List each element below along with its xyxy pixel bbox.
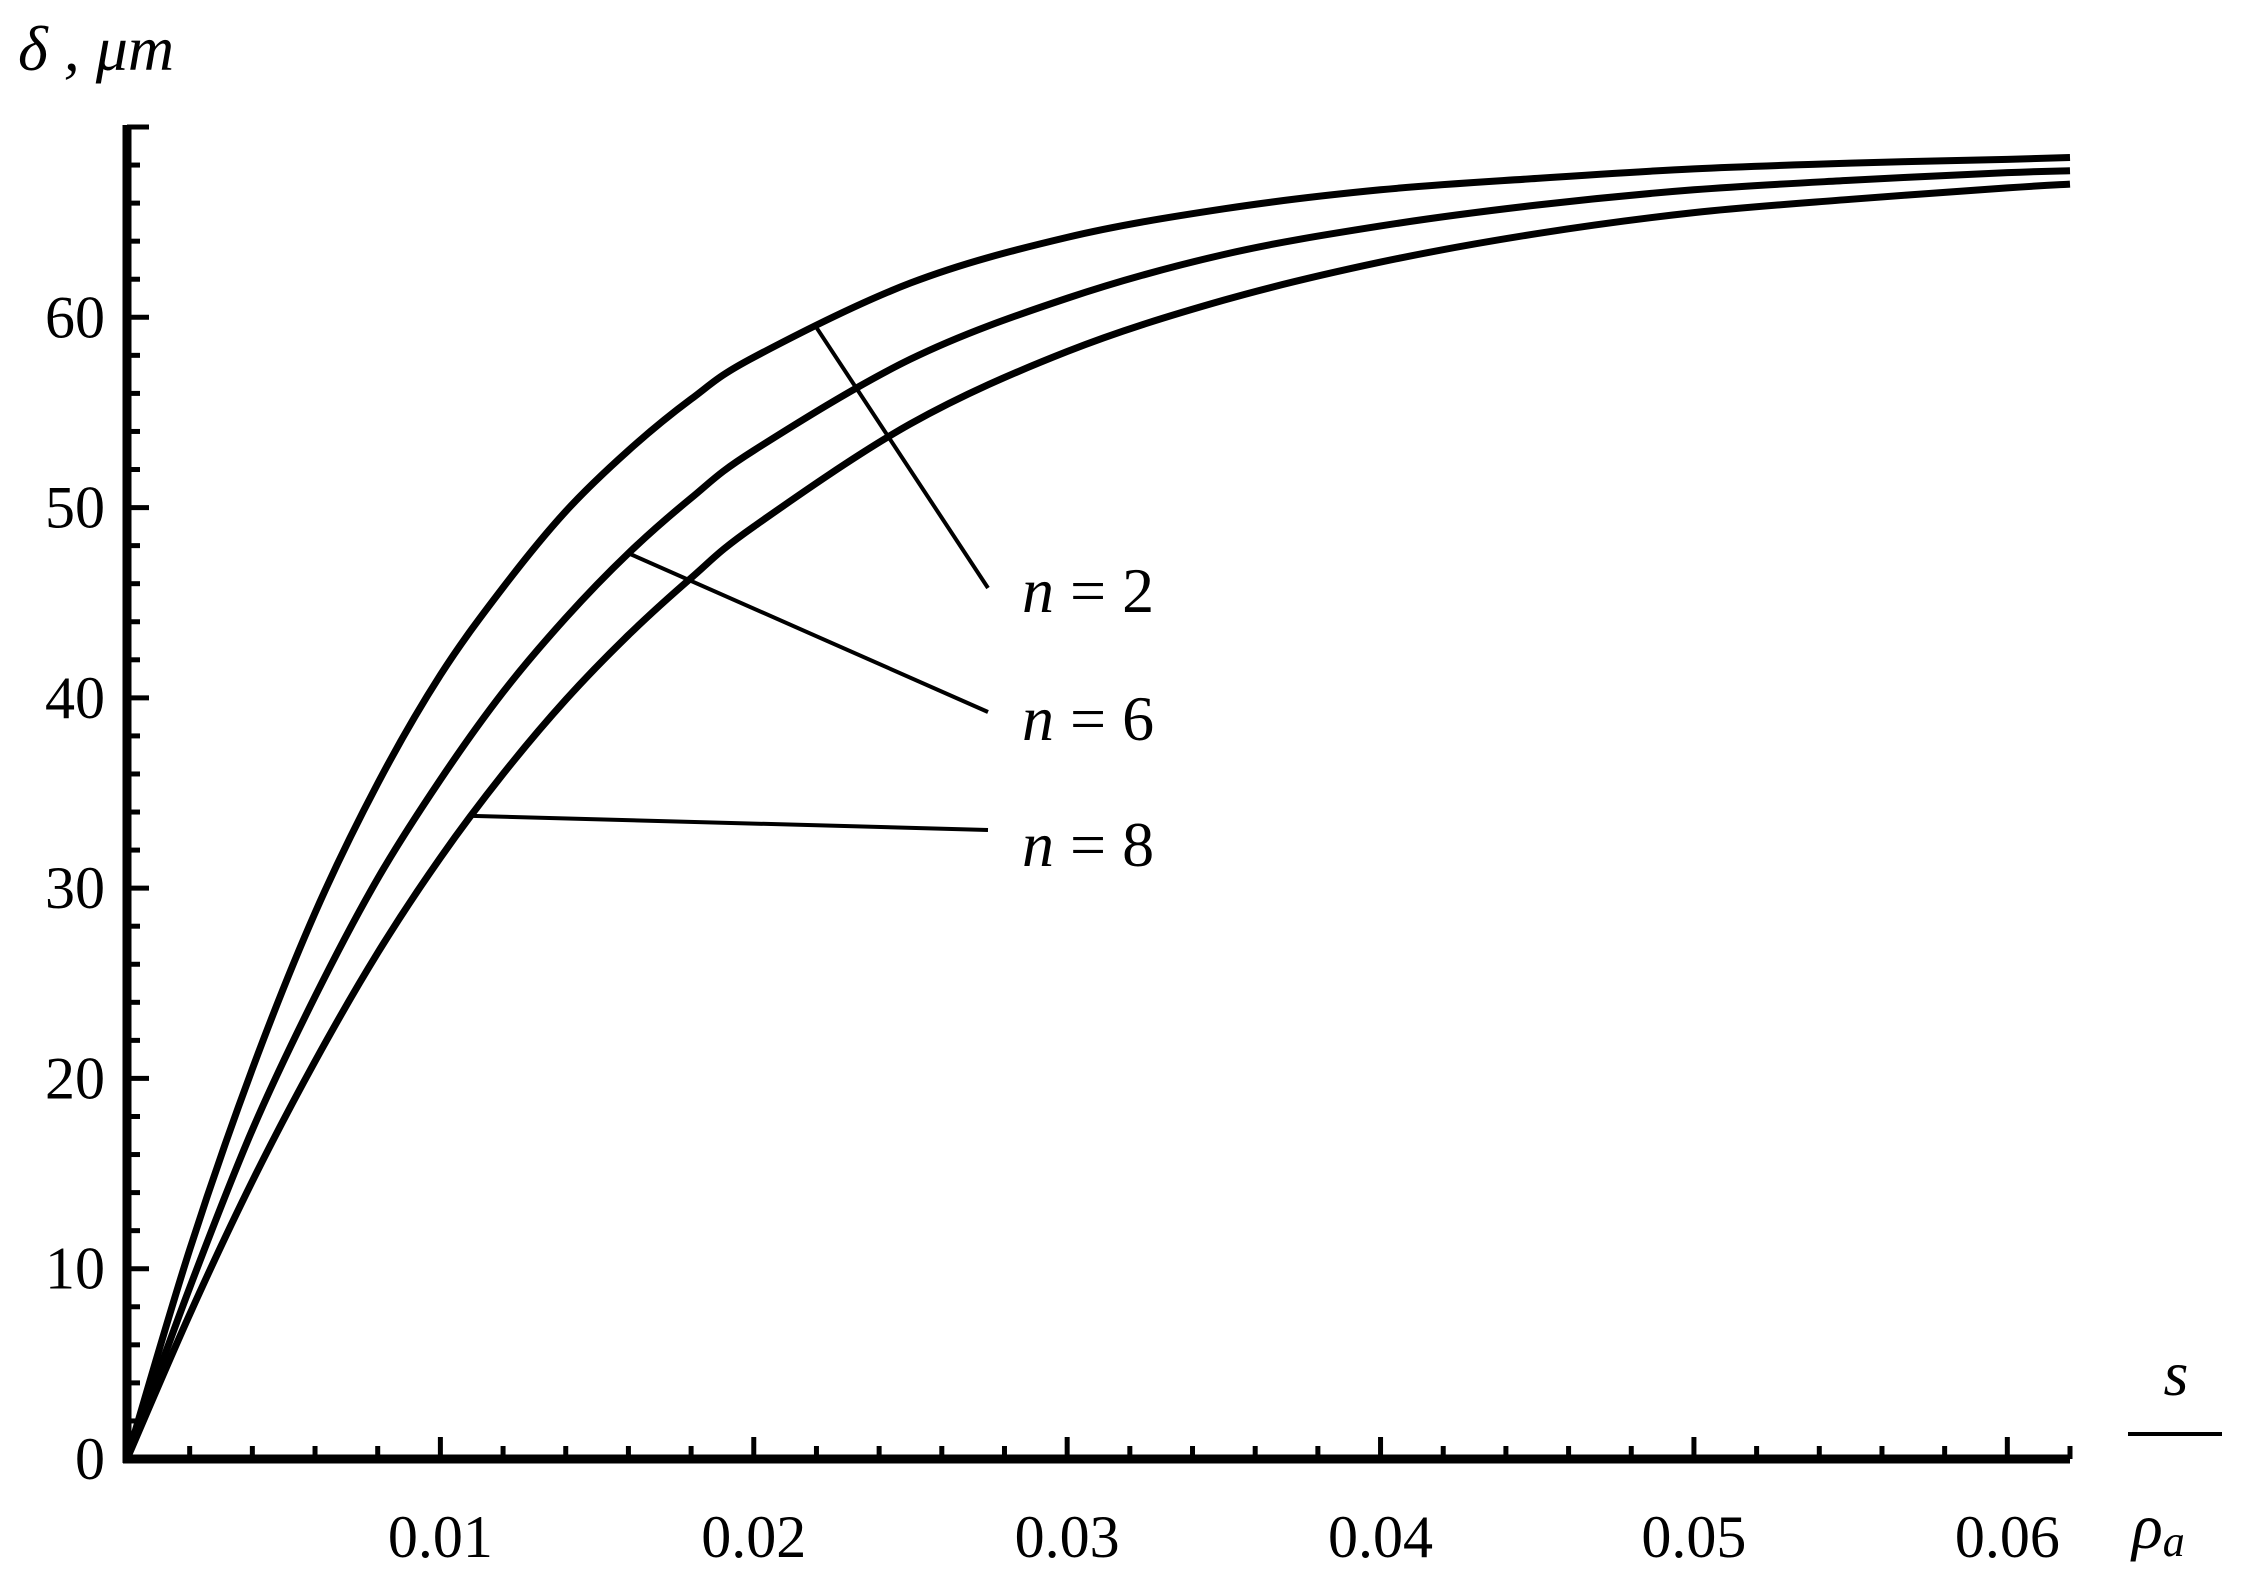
curves: n = 2 n = 6 n = 8 (123, 153, 2071, 1461)
x-tick-label: 0.01 (388, 1504, 493, 1570)
axes: 0 10 20 30 40 50 60 0.01 0.02 0.03 0.04 0.05 0.06 (45, 124, 2073, 1570)
x-axis-label-denominator-subscript: a (2163, 1517, 2185, 1566)
y-tick-label: 50 (45, 475, 105, 541)
x-tick-label: 0.03 (1015, 1504, 1120, 1570)
x-tick-label: 0.05 (1641, 1504, 1746, 1570)
y-axis-label: δ , μm (18, 13, 174, 84)
x-axis-label-numerator: s (2164, 1338, 2189, 1409)
annotation-label: n = 8 (1022, 809, 1154, 880)
y-tick-label: 10 (45, 1236, 105, 1302)
series-line-n6 (123, 167, 2071, 1461)
x-axis-label-denominator: ρa (2130, 1491, 2185, 1566)
annotation-label: n = 6 (1022, 683, 1154, 754)
x-tick-label: 0.06 (1955, 1504, 2060, 1570)
x-tick-label: 0.02 (701, 1504, 806, 1570)
x-axis-label-denominator-base: ρ (2130, 1491, 2163, 1562)
y-tick-label: 0 (75, 1426, 105, 1492)
x-tick-label: 0.04 (1328, 1504, 1433, 1570)
y-tick-label: 40 (45, 665, 105, 731)
y-tick-label: 20 (45, 1045, 105, 1111)
annotation-leader-line (627, 551, 989, 714)
annotation-label: n = 2 (1022, 555, 1154, 626)
annotation-leader-line (471, 813, 989, 832)
labels: δ , μm s ρa (18, 13, 2222, 1566)
series-line-n8 (123, 180, 2071, 1461)
series-line-n2 (123, 153, 2071, 1461)
annotation-leader-line (814, 326, 990, 590)
y-tick-label: 60 (45, 284, 105, 350)
y-tick-label: 30 (45, 855, 105, 921)
